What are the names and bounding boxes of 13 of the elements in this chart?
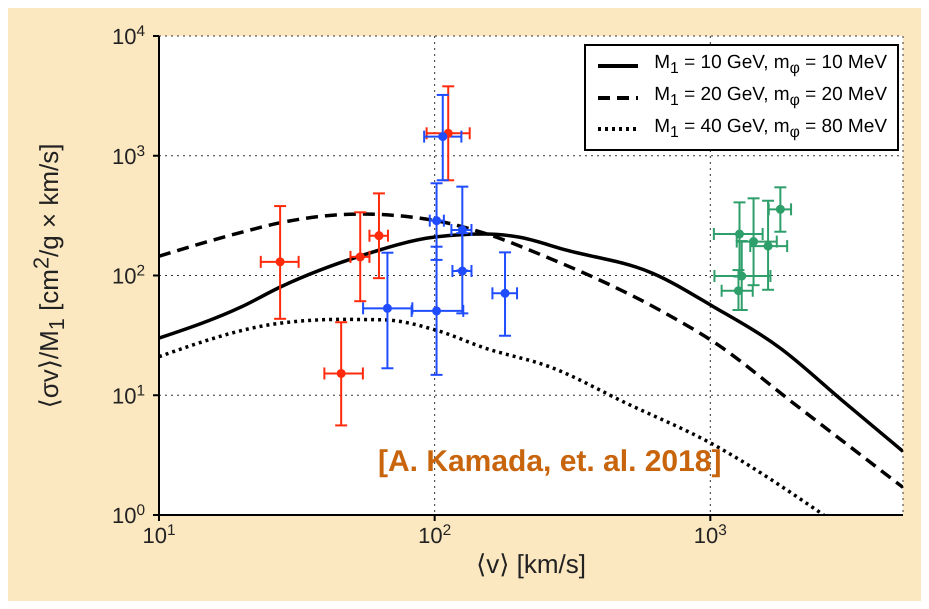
y-tick-label: 10$^{2}$: [112, 262, 145, 288]
x-tick-label: 10$^{1}$: [142, 522, 176, 548]
legend-label: M$_{1}$ = 10 GeV, m$_{φ}$ = 10 MeV: [654, 52, 887, 77]
y-tick-label: 10$^{4}$: [112, 22, 146, 49]
y-tick-label: 10$^{1}$: [112, 382, 145, 408]
x-tick-label: 10$^{3}$: [694, 522, 727, 548]
legend-label: M$_{1}$ = 40 GeV, m$_{φ}$ = 80 MeV: [654, 116, 887, 140]
y-tick-label: 10$^{3}$: [112, 142, 145, 169]
x-tick-label: 10$^{2}$: [418, 522, 452, 548]
x-axis-title: ⟨v⟩ [km/s]: [476, 549, 586, 579]
annotation: [A. Kamada, et. al. 2018]: [378, 445, 722, 478]
legend-label: M$_{1}$ = 20 GeV, m$_{φ}$ = 20 MeV: [654, 84, 887, 109]
y-tick-label: 10$^{0}$: [112, 502, 145, 528]
